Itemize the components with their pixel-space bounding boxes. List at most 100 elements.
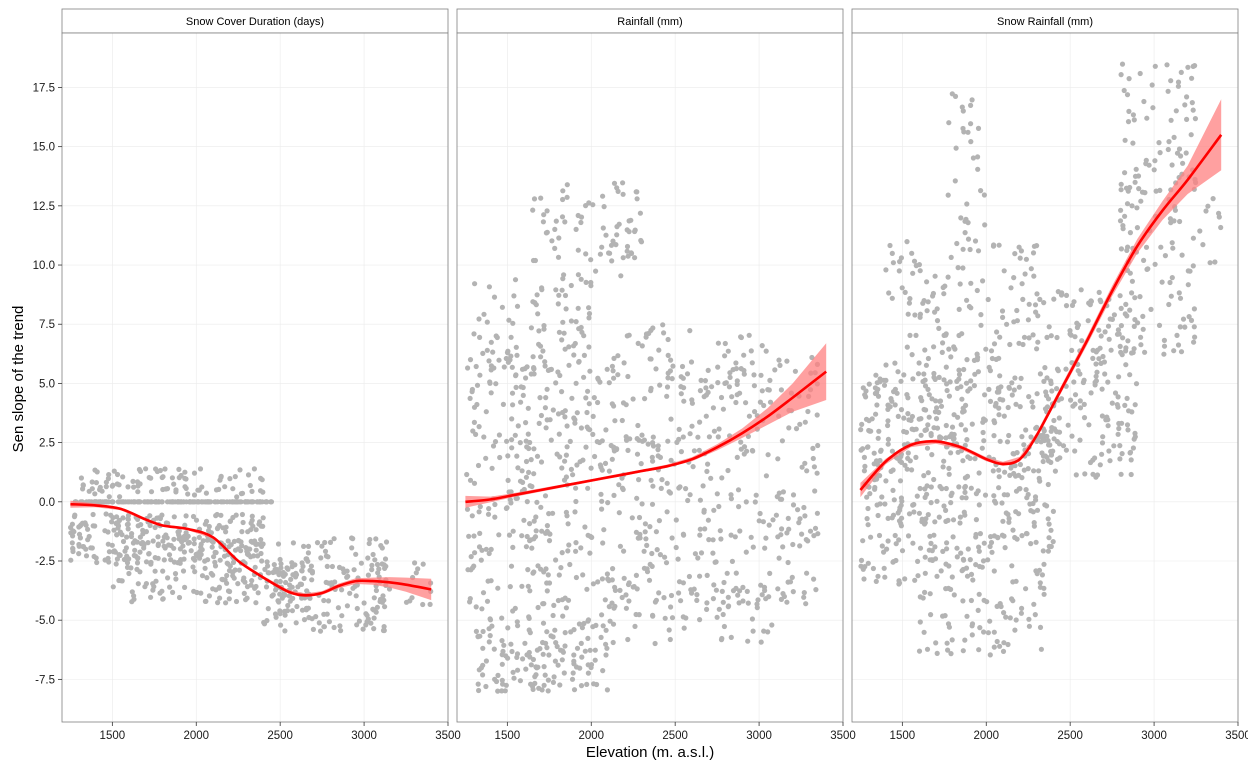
data-point	[599, 498, 605, 504]
x-tick-label: 3000	[1141, 730, 1167, 742]
data-point	[948, 254, 954, 260]
data-point	[688, 359, 695, 365]
data-point	[614, 185, 620, 191]
data-point	[170, 589, 176, 596]
data-point	[1125, 338, 1131, 344]
data-point	[137, 549, 143, 555]
data-point	[636, 514, 643, 521]
data-point	[999, 532, 1006, 538]
data-point	[285, 602, 291, 609]
data-point	[200, 538, 206, 544]
data-point	[600, 225, 606, 231]
data-point	[69, 540, 75, 546]
data-point	[509, 402, 516, 408]
data-point	[655, 443, 661, 449]
data-point	[1143, 244, 1150, 250]
data-point	[553, 287, 559, 293]
data-point	[960, 265, 966, 271]
data-point	[1004, 439, 1011, 445]
data-point	[471, 533, 477, 539]
data-point	[1028, 541, 1034, 547]
data-point	[741, 352, 747, 358]
data-point	[274, 566, 280, 572]
data-point	[233, 512, 239, 518]
data-point	[83, 553, 90, 559]
data-point	[982, 492, 989, 498]
data-point	[967, 246, 973, 253]
data-point	[542, 493, 549, 499]
data-point	[1186, 314, 1192, 320]
data-point	[572, 340, 578, 347]
data-point	[786, 425, 792, 431]
data-point	[713, 559, 719, 565]
data-point	[245, 529, 251, 535]
data-point	[780, 489, 787, 495]
data-point	[907, 332, 913, 338]
data-point	[1005, 641, 1011, 648]
data-point	[1001, 492, 1007, 498]
data-point	[555, 411, 562, 417]
data-point	[928, 540, 934, 547]
data-point	[165, 575, 171, 581]
data-point	[152, 568, 158, 574]
data-point	[153, 499, 159, 505]
data-point	[613, 242, 619, 248]
data-point	[559, 597, 566, 603]
data-point	[505, 453, 511, 459]
data-point	[1048, 527, 1054, 533]
data-point	[599, 576, 606, 582]
data-point	[874, 402, 880, 408]
data-point	[560, 188, 566, 194]
data-point	[943, 364, 949, 370]
data-point	[289, 560, 295, 566]
data-point	[508, 334, 514, 340]
data-point	[868, 534, 874, 540]
data-point	[898, 459, 905, 465]
data-point	[249, 499, 255, 505]
data-point	[266, 570, 272, 576]
data-point	[527, 630, 533, 636]
data-point	[873, 372, 879, 378]
data-point	[578, 276, 584, 282]
data-point	[566, 362, 572, 368]
data-point	[235, 546, 241, 552]
data-point	[486, 284, 492, 290]
data-point	[466, 533, 472, 539]
data-point	[1000, 648, 1007, 655]
data-point	[716, 426, 722, 432]
data-point	[975, 125, 982, 131]
data-point	[524, 533, 530, 540]
data-point	[80, 544, 86, 550]
data-point	[1165, 88, 1171, 94]
data-point	[599, 506, 605, 512]
data-point	[676, 579, 683, 585]
data-point	[752, 409, 758, 415]
data-point	[810, 455, 816, 462]
data-point	[182, 584, 188, 591]
data-point	[191, 536, 197, 542]
data-point	[797, 516, 803, 522]
data-point	[982, 392, 988, 398]
x-tick-label: 2500	[267, 730, 293, 742]
data-point	[367, 536, 373, 543]
data-point	[991, 568, 997, 574]
data-point	[814, 412, 820, 418]
data-point	[951, 592, 957, 598]
data-point	[529, 545, 535, 551]
data-point	[734, 454, 740, 460]
x-axis-panel-2: 1500 2000 2500 3000 3500	[495, 722, 856, 742]
data-point	[922, 554, 928, 560]
data-point	[814, 510, 821, 516]
data-point	[610, 566, 616, 572]
data-point	[1045, 516, 1051, 522]
data-point	[603, 427, 609, 433]
data-point	[89, 545, 95, 551]
data-point	[531, 446, 537, 452]
data-point	[491, 294, 498, 300]
data-point	[339, 613, 345, 619]
data-point	[1002, 545, 1008, 551]
data-point	[713, 587, 720, 593]
data-point	[948, 500, 954, 506]
data-point	[249, 488, 255, 494]
data-point	[970, 577, 976, 583]
